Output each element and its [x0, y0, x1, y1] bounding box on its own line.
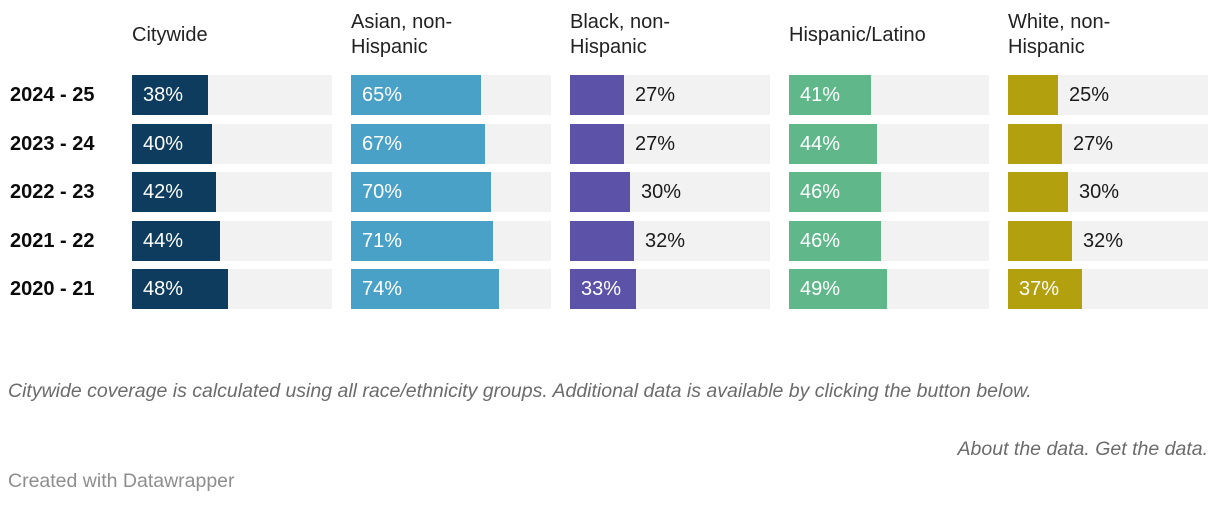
bar-value-label: 46%: [800, 181, 841, 203]
bar-value-label: 49%: [800, 278, 841, 300]
bar-value-label: 44%: [800, 132, 841, 155]
bar-track: 44%: [789, 123, 989, 164]
about-the-data-link[interactable]: About the data.: [957, 438, 1090, 460]
datawrapper-attribution-link[interactable]: Created with Datawrapper: [8, 470, 235, 492]
bar-track: 32%: [570, 220, 770, 261]
bar-fill: [570, 220, 634, 261]
bar-track: 65%: [351, 75, 551, 115]
bar-value-label: 65%: [362, 84, 403, 106]
bar-fill: [1008, 172, 1068, 212]
bar-value-label: 27%: [635, 84, 676, 106]
column-header-hispanic-latino: Hispanic/Latino: [789, 23, 926, 46]
bar-fill: [789, 123, 877, 164]
bar-value-label: 46%: [800, 229, 841, 252]
bar-fill: [789, 269, 887, 309]
get-the-data-link[interactable]: Get the data.: [1095, 438, 1208, 460]
bar-fill: [132, 123, 212, 164]
bar-track: 27%: [570, 75, 770, 115]
chart-notes: Citywide coverage is calculated using al…: [8, 380, 1032, 402]
bar-fill: [132, 269, 228, 309]
bar-track: 48%: [132, 269, 332, 309]
bar-value-label: 27%: [1073, 132, 1114, 155]
bar-value-label: 38%: [143, 84, 184, 106]
bar-track: 30%: [1008, 172, 1208, 212]
bar-value-label: 70%: [362, 181, 403, 203]
row-label-2024-25: 2024 - 25: [10, 84, 95, 106]
bar-fill: [132, 172, 216, 212]
bar-value-label: 32%: [1083, 229, 1124, 252]
bar-fill: [351, 220, 493, 261]
bar-fill: [1008, 269, 1082, 309]
bar-value-label: 71%: [362, 229, 403, 252]
bar-value-label: 37%: [1019, 278, 1060, 300]
bar-track: 71%: [351, 220, 551, 261]
bar-value-label: 40%: [143, 132, 184, 155]
bar-track: 38%: [132, 75, 332, 115]
bar-value-label: 30%: [641, 181, 682, 203]
bar-fill: [351, 269, 499, 309]
bar-value-label: 32%: [645, 229, 686, 252]
bar-track: 70%: [351, 172, 551, 212]
bar-fill: [570, 75, 624, 115]
bar-track: 67%: [351, 123, 551, 164]
bar-value-label: 48%: [143, 278, 184, 300]
bar-value-label: 25%: [1069, 84, 1110, 106]
bar-track: 33%: [570, 269, 770, 309]
bar-track: 27%: [570, 123, 770, 164]
bar-value-label: 44%: [143, 229, 184, 252]
bar-fill: [1008, 123, 1062, 164]
bar-fill: [570, 269, 636, 309]
bar-track: 27%: [1008, 123, 1208, 164]
bar-value-label: 42%: [143, 181, 184, 203]
bar-fill: [570, 123, 624, 164]
bar-track: 74%: [351, 269, 551, 309]
bar-fill: [1008, 220, 1072, 261]
bar-fill: [132, 75, 208, 115]
bar-fill: [351, 172, 491, 212]
bar-track: 37%: [1008, 269, 1208, 309]
bar-track: 41%: [789, 75, 989, 115]
bar-fill: [789, 172, 881, 212]
column-header-white-non-hispanic: White, non- Hispanic: [1008, 11, 1111, 58]
row-label-2023-24: 2023 - 24: [10, 132, 95, 155]
bar-fill: [570, 172, 630, 212]
column-header-asian-non-hispanic: Asian, non- Hispanic: [351, 11, 453, 58]
footer-links: About the data. Get the data.: [958, 436, 1208, 462]
bar-track: 30%: [570, 172, 770, 212]
bar-value-label: 67%: [362, 132, 403, 155]
column-header-citywide: Citywide: [132, 23, 208, 46]
bar-track: 44%: [132, 220, 332, 261]
bar-fill: [351, 123, 485, 164]
row-label-2021-22: 2021 - 22: [10, 229, 95, 252]
bar-track: 25%: [1008, 75, 1208, 115]
bar-track: 32%: [1008, 220, 1208, 261]
bar-fill: [789, 75, 871, 115]
bar-value-label: 74%: [362, 278, 403, 300]
bar-fill: [132, 220, 220, 261]
bar-fill: [1008, 75, 1058, 115]
bar-value-label: 30%: [1079, 181, 1120, 203]
bar-value-label: 33%: [581, 278, 622, 300]
row-label-2022-23: 2022 - 23: [10, 181, 95, 203]
bar-track: 40%: [132, 123, 332, 164]
row-label-2020-21: 2020 - 21: [10, 278, 95, 300]
bar-value-label: 41%: [800, 84, 841, 106]
bar-value-label: 27%: [635, 132, 676, 155]
bar-track: 46%: [789, 220, 989, 261]
bar-track: 42%: [132, 172, 332, 212]
bar-track: 46%: [789, 172, 989, 212]
bar-fill: [351, 75, 481, 115]
bar-fill: [789, 220, 881, 261]
column-header-black-non-hispanic: Black, non- Hispanic: [570, 11, 671, 58]
bar-track: 49%: [789, 269, 989, 309]
